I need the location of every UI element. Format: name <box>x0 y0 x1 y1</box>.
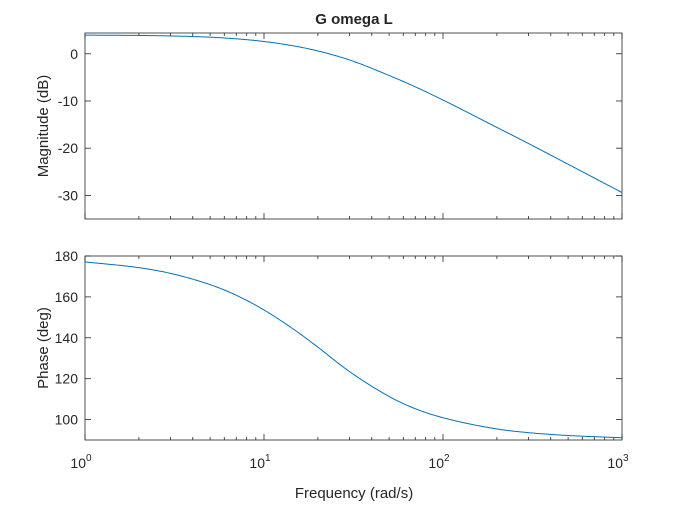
xtick-label-base: 10 <box>70 455 86 471</box>
ytick-label: -20 <box>58 140 78 156</box>
xtick-label-exponent: 1 <box>265 453 271 464</box>
phase-series-line <box>84 261 623 439</box>
phase-ytick-labels: 100 120 140 160 180 <box>55 248 79 428</box>
xtick-label: 102 <box>428 453 450 471</box>
magnitude-axes: 0 -10 -20 -30 Magnitude (dB) <box>35 32 623 220</box>
xtick-label: 100 <box>70 453 92 471</box>
ytick-label: -10 <box>58 93 78 109</box>
ytick-label: 180 <box>55 248 79 264</box>
magnitude-ticks <box>84 33 623 219</box>
chart-title: G omega L <box>315 11 393 28</box>
xtick-label-exponent: 2 <box>444 453 450 464</box>
frequency-xlabel: Frequency (rad/s) <box>295 485 413 502</box>
phase-ylabel: Phase (deg) <box>35 307 52 389</box>
xtick-label-exponent: 0 <box>86 453 92 464</box>
phase-xtick-labels: 100 101 102 103 <box>70 453 629 471</box>
xtick-label: 103 <box>607 453 629 471</box>
ytick-label: 160 <box>55 289 79 305</box>
xtick-label: 101 <box>249 453 271 471</box>
magnitude-plot-box <box>84 32 623 220</box>
xtick-label-base: 10 <box>249 455 265 471</box>
ytick-label: 0 <box>70 46 78 62</box>
magnitude-ytick-labels: 0 -10 -20 -30 <box>58 46 78 204</box>
magnitude-series-line <box>84 34 623 194</box>
xtick-label-base: 10 <box>607 455 623 471</box>
xtick-label-exponent: 3 <box>623 453 629 464</box>
ytick-label: -30 <box>58 187 78 203</box>
ytick-label: 140 <box>55 330 79 346</box>
phase-ticks <box>84 255 623 440</box>
ytick-label: 120 <box>55 371 79 387</box>
xtick-label-base: 10 <box>428 455 444 471</box>
phase-plot-box <box>84 255 623 441</box>
ytick-label: 100 <box>55 412 79 428</box>
magnitude-ylabel: Magnitude (dB) <box>35 75 52 178</box>
